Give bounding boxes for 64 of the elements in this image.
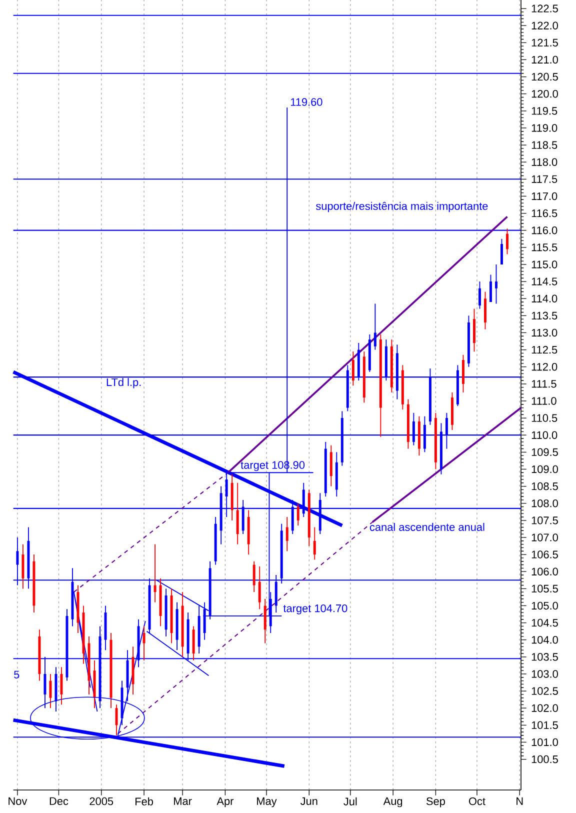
y-tick-label: 114.0: [532, 294, 558, 302]
y-tick-label: 109.5: [532, 448, 558, 456]
x-tick-label: Aug: [383, 797, 402, 808]
y-tick-label: 102.5: [532, 687, 558, 695]
y-tick-label: 116.5: [532, 209, 558, 218]
y-tick-label: 106.0: [532, 568, 558, 576]
y-tick-label: 117.5: [532, 175, 558, 183]
y-tick-label: 101.0: [532, 738, 558, 746]
y-tick-label: 119.5: [532, 107, 558, 115]
annotation: 119.60: [290, 98, 322, 106]
y-tick-label: 108.5: [532, 482, 558, 490]
y-tick-label: 118.5: [532, 141, 558, 149]
y-tick-label: 109.0: [532, 465, 558, 474]
annotation: target 104.70: [283, 604, 348, 614]
y-tick-label: 111.5: [532, 380, 556, 388]
x-tick-label: Mar: [174, 797, 192, 805]
y-tick-label: 113.5: [532, 312, 558, 320]
x-tick-label: Dec: [50, 797, 68, 805]
x-tick-label: Jul: [344, 797, 357, 806]
y-tick-label: 113.0: [532, 328, 558, 337]
x-tick-label: Apr: [216, 797, 234, 808]
y-tick-label: 101.5: [532, 721, 558, 730]
y-tick-label: 111.0: [532, 397, 556, 405]
annotation: canal ascendente anual: [370, 522, 484, 531]
y-tick-label: 104.0: [532, 636, 558, 644]
x-tick-label: Oct: [468, 797, 486, 806]
x-tick-label: N: [516, 797, 523, 805]
x-tick-label: Feb: [136, 797, 153, 806]
y-tick-label: 103.5: [532, 653, 558, 661]
y-tick-label: 104.5: [532, 618, 558, 627]
x-tick-label: May: [257, 797, 277, 808]
y-tick-label: 107.5: [532, 516, 558, 524]
y-tick-label: 112.0: [532, 362, 558, 371]
y-tick-label: 116.0: [532, 226, 558, 234]
y-tick-label: 106.5: [532, 550, 558, 558]
y-tick-label: 122.0: [532, 22, 558, 30]
annotation: LTd l.p.: [106, 378, 141, 388]
y-tick-label: 105.0: [532, 602, 558, 610]
annotation: 5: [14, 670, 20, 678]
y-tick-label: 107.0: [532, 534, 558, 542]
y-tick-label: 121.5: [532, 38, 558, 47]
y-tick-label: 103.0: [532, 670, 558, 678]
x-tick-label: Jun: [300, 797, 318, 805]
x-tick-label: Sep: [426, 797, 445, 808]
y-tick-label: 115.5: [532, 244, 558, 252]
y-tick-label: 110.0: [532, 431, 558, 439]
y-tick-label: 115.0: [532, 260, 558, 268]
y-tick-label: 120.5: [532, 72, 558, 81]
x-tick-label: Nov: [8, 797, 28, 805]
y-tick-label: 110.5: [532, 414, 558, 422]
y-tick-label: 102.0: [532, 704, 558, 712]
y-tick-label: 120.0: [532, 90, 558, 98]
x-tick-label: 2005: [90, 797, 114, 806]
y-tick-label: 114.5: [532, 278, 558, 286]
annotation: suporte/resistência mais importante: [316, 202, 488, 212]
y-tick-label: 122.5: [532, 4, 558, 12]
y-tick-label: 117.0: [532, 192, 558, 200]
y-tick-label: 100.5: [532, 755, 558, 764]
y-tick-label: 105.5: [532, 584, 558, 593]
y-tick-label: 118.0: [532, 158, 558, 166]
y-tick-label: 121.0: [532, 56, 558, 64]
y-tick-label: 119.0: [532, 124, 558, 132]
y-tick-label: 108.0: [532, 499, 558, 508]
y-tick-label: 112.5: [532, 346, 558, 354]
